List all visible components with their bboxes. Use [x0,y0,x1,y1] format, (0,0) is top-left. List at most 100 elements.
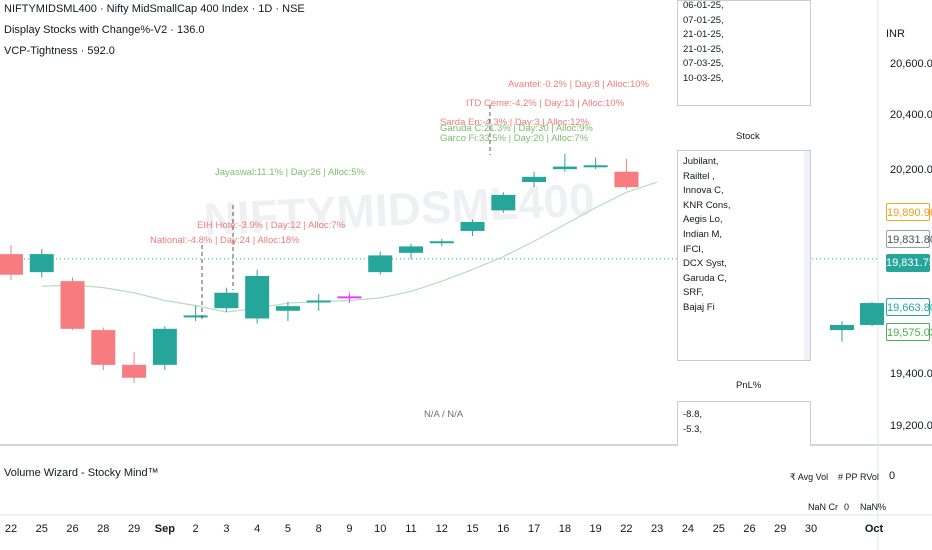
candle-body [214,292,239,309]
date-entry: 07-01-25, [683,14,724,26]
x-tick-label: 30 [804,523,818,535]
candle-body [306,300,331,303]
x-tick-label: 19 [589,523,602,535]
stock-panel-title: Stock [736,131,760,142]
vol-header-avg: ₹ Avg Vol [790,472,829,482]
x-tick-label: 29 [127,523,141,535]
dates-panel[interactable]: 06-01-25, 07-01-25, 21-01-25, 21-01-25, … [677,0,811,106]
stock-entry: DCX Syst, [683,258,727,270]
trade-annotation: EIH Hote:-3.9% | Day:12 | Alloc:7% [197,220,346,231]
pnl-entry: -8.8, [683,409,703,420]
candle-body [337,296,362,299]
candle-body [183,315,208,318]
stock-entry: IFCI, [683,243,704,255]
candle-body [0,254,23,275]
y-tick-label: 20,600.00 [890,58,932,70]
date-entry: 10-03-25, [683,72,724,84]
vol-header-pp: # PP [838,472,858,482]
x-tick-label: 25 [35,523,48,535]
candle-body [91,330,116,365]
vol-cell-avg: NaN Cr [808,502,839,512]
candle-body [583,165,608,168]
volume-value: 0 [889,470,896,482]
x-tick-label: 22 [4,523,18,535]
currency-label[interactable]: INR [886,28,905,40]
trade-annotation: Jayaswal:11.1% | Day:26 | Alloc:5% [215,167,366,178]
x-tick-label: 15 [466,523,479,535]
x-tick-label: Sep [154,523,175,535]
volume-indicator-title[interactable]: Volume Wizard - Stocky Mind™ [4,467,159,479]
indicator-vcp-legend[interactable]: VCP-Tightness · 592.0 [4,45,115,57]
x-tick-label: 5 [284,523,291,535]
indicator-change-legend[interactable]: Display Stocks with Change%-V2 · 136.0 [4,24,205,36]
stock-scrollbar[interactable] [804,151,810,360]
trade-annotation: National:-4.8% | Day:24 | Alloc:18% [150,235,300,246]
trade-annotation: Sarda En:-4.3% | Day:3 | Alloc:12% [440,117,590,128]
candle-body [830,324,854,331]
chart-title: NIFTYMIDSML400 · Nifty MidSmallCap 400 I… [4,3,305,15]
trade-annotation: Garco Fi:33.5% | Day:20 | Alloc:7% [440,133,589,144]
stock-entry: Bajaj Fi [683,301,715,313]
candle-body [491,194,516,211]
volume-table: ₹ Avg Vol # PP RVol NaN Cr 0 NaN% [790,462,890,512]
x-tick-label: 29 [774,523,787,535]
x-tick-label: 2 [192,523,199,535]
x-tick-label: 26 [743,523,756,535]
x-tick-label: 12 [435,523,448,535]
y-tick-label: 20,200.00 [890,164,932,176]
stock-entry: SRF, [683,287,704,299]
x-tick-label: 16 [497,523,510,535]
candle-body [245,276,270,319]
x-tick-label: 3 [223,523,230,535]
price-label-teal: 19,663.80 [886,298,932,316]
pnl-entry: -5.3, [683,423,703,435]
candle-body [522,176,547,183]
candle-body [552,166,577,170]
stock-panel[interactable]: Jubilant, Railtel , Innova C, KNR Cons, … [677,150,811,361]
vol-header-rvol: RVol [860,472,879,482]
stock-entry: Garuda C, [683,272,727,284]
stock-entry: Jubilant, [683,156,719,167]
price-label-gray: 19,831.80 [886,230,932,248]
price-label-green: 19,575.03 [886,323,932,341]
last-price-label: 19,831.75 [886,254,932,272]
x-tick-label: 17 [527,523,541,535]
pnl-panel-title: PnL% [736,380,762,391]
candle-body [460,221,485,231]
date-entry: 21-01-25, [683,29,724,41]
x-tick-label: 4 [254,523,261,535]
candle-body [860,303,884,325]
candle-body [275,306,300,311]
x-tick-label: 22 [620,523,633,535]
x-tick-label: 26 [66,523,79,535]
candle-body [368,255,393,273]
stock-entry: KNR Cons, [683,199,731,211]
stock-entry: Railtel , [683,170,715,182]
x-tick-label: 24 [681,523,695,535]
candle-body [429,241,454,244]
pnl-panel[interactable]: -8.8, -5.3, [677,401,811,446]
y-tick-label: 20,400.00 [890,109,932,121]
date-entry: 06-01-25, [683,0,724,11]
x-tick-label: 18 [558,523,571,535]
stock-entry: Aegis Lo, [683,214,723,226]
stock-entry: Indian M, [683,228,723,240]
vol-cell-rvol: NaN% [860,502,887,512]
date-entry: 21-01-25, [683,43,724,55]
trade-annotation: Garuda C:21.3% | Day:30 | Alloc:9% [440,123,593,134]
x-tick-label: Oct [864,523,884,535]
x-tick-label: 8 [315,523,322,535]
y-tick-label: 19,400.00 [890,368,932,380]
candle-body [60,281,85,329]
price-label-orange: 19,890.96 [886,203,932,221]
center-na-label: N/A / N/A [424,409,464,420]
trade-annotation: Avantel:-0.2% | Day:8 | Alloc:10% [508,79,650,90]
y-tick-label: 19,200.00 [890,420,932,432]
candle-body [29,254,54,273]
x-tick-label: 28 [97,523,110,535]
x-tick-label: 11 [405,523,417,535]
candle-body [399,246,424,253]
candle-body [614,171,639,188]
x-tick-label: 25 [712,523,725,535]
